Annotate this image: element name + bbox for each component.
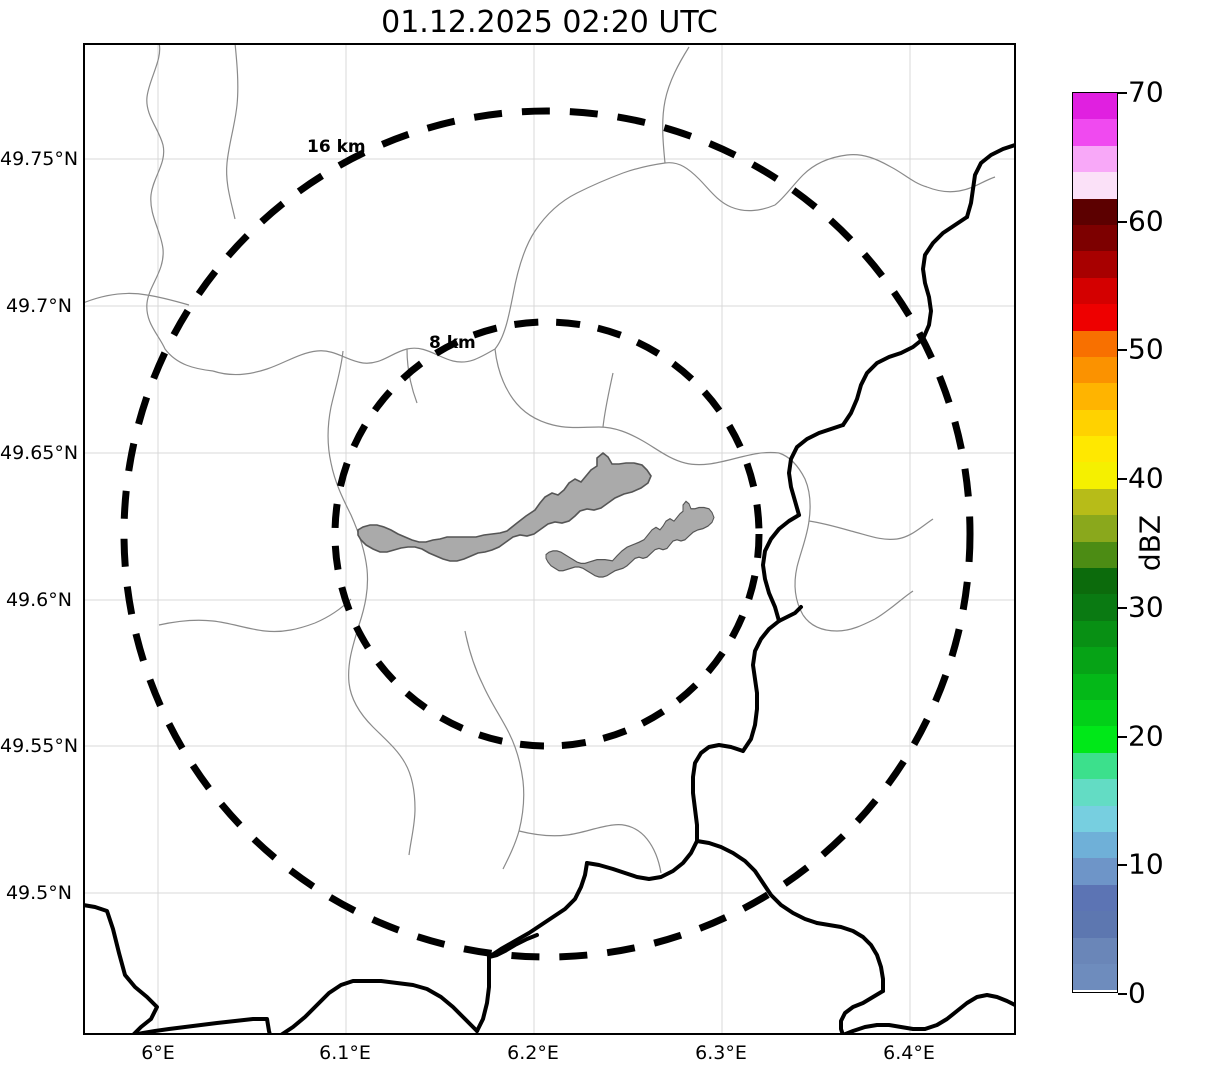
colorbar-band <box>1073 383 1117 410</box>
colorbar-band <box>1073 699 1117 727</box>
xtick-label-1: 6.1°E <box>319 1042 371 1064</box>
colorbar-band <box>1073 145 1117 173</box>
colorbar-band <box>1073 831 1117 859</box>
range-ring-8km <box>331 318 763 750</box>
colorbar-tick-label-60: 60 <box>1128 204 1164 238</box>
colorbar-band <box>1073 805 1117 832</box>
colorbar-tick-mark <box>1118 92 1127 94</box>
range-ring-label-8km: 8 km <box>429 333 476 353</box>
colorbar-band <box>1073 436 1117 463</box>
colorbar-band <box>1073 647 1117 674</box>
colorbar-band <box>1073 277 1117 305</box>
ytick-label-1: 49.7°N <box>5 295 72 317</box>
national-border <box>85 143 1014 1033</box>
range-ring-label-16km: 16 km <box>307 137 366 157</box>
colorbar-tick-mark <box>1118 478 1127 481</box>
xtick-label-2: 6.2°E <box>507 1042 559 1064</box>
colorbar-band <box>1073 515 1117 542</box>
colorbar-tick-label-20: 20 <box>1128 719 1164 753</box>
colorbar-band <box>1073 224 1117 252</box>
colorbar[interactable] <box>1072 92 1118 993</box>
colorbar-band <box>1073 93 1117 120</box>
commune-borders <box>85 45 996 874</box>
colorbar-band <box>1073 884 1117 912</box>
colorbar-tick-label-70: 70 <box>1128 75 1164 109</box>
colorbar-band <box>1073 752 1117 780</box>
colorbar-tick-label-0: 0 <box>1128 976 1146 1010</box>
colorbar-band <box>1073 330 1117 357</box>
ytick-label-4: 49.55°N <box>0 735 79 757</box>
colorbar-band <box>1073 726 1117 753</box>
gridlines <box>85 45 1014 1033</box>
map-plot-area[interactable]: 16 km 8 km <box>83 43 1016 1035</box>
colorbar-band <box>1073 119 1117 146</box>
range-ring-16km <box>120 107 974 961</box>
colorbar-band <box>1073 356 1117 384</box>
colorbar-band <box>1073 911 1117 938</box>
xtick-label-4: 6.4°E <box>883 1042 935 1064</box>
xtick-label-3: 6.3°E <box>695 1042 747 1064</box>
colorbar-band <box>1073 198 1117 225</box>
colorbar-axis-label: dBZ <box>1133 514 1167 572</box>
colorbar-band <box>1073 858 1117 885</box>
colorbar-band <box>1073 488 1117 516</box>
map-canvas <box>85 45 1014 1033</box>
xtick-label-0: 6°E <box>141 1042 175 1064</box>
colorbar-band <box>1073 937 1117 964</box>
colorbar-tick-mark <box>1118 735 1127 738</box>
colorbar-tick-label-40: 40 <box>1128 461 1164 495</box>
colorbar-band <box>1073 620 1117 648</box>
national-border-lower <box>695 839 1014 1033</box>
colorbar-band <box>1073 541 1117 569</box>
colorbar-band <box>1073 409 1117 437</box>
colorbar-band <box>1073 568 1117 595</box>
colorbar-band <box>1073 304 1117 331</box>
highlighted-area-main <box>357 451 652 562</box>
colorbar-band <box>1073 779 1117 806</box>
national-border-south <box>487 605 803 959</box>
page-title: 01.12.2025 02:20 UTC <box>381 5 718 40</box>
colorbar-tick-label-50: 50 <box>1128 332 1164 366</box>
colorbar-tick-mark <box>1118 349 1127 352</box>
colorbar-tick-mark <box>1118 864 1127 867</box>
colorbar-band <box>1073 172 1117 199</box>
colorbar-tick-label-30: 30 <box>1128 590 1164 624</box>
colorbar-tick-mark <box>1118 220 1127 223</box>
highlighted-area <box>545 500 715 578</box>
colorbar-band <box>1073 673 1117 700</box>
colorbar-tick-mark <box>1118 993 1127 995</box>
colorbar-band <box>1073 462 1117 489</box>
colorbar-band <box>1073 594 1117 621</box>
ytick-label-5: 49.5°N <box>5 882 72 904</box>
ytick-label-0: 49.75°N <box>0 148 79 170</box>
ytick-label-2: 49.65°N <box>0 442 79 464</box>
colorbar-tick-mark <box>1118 606 1127 609</box>
colorbar-tick-label-10: 10 <box>1128 847 1164 881</box>
ytick-label-3: 49.6°N <box>5 589 72 611</box>
colorbar-band <box>1073 963 1117 991</box>
colorbar-band <box>1073 251 1117 278</box>
